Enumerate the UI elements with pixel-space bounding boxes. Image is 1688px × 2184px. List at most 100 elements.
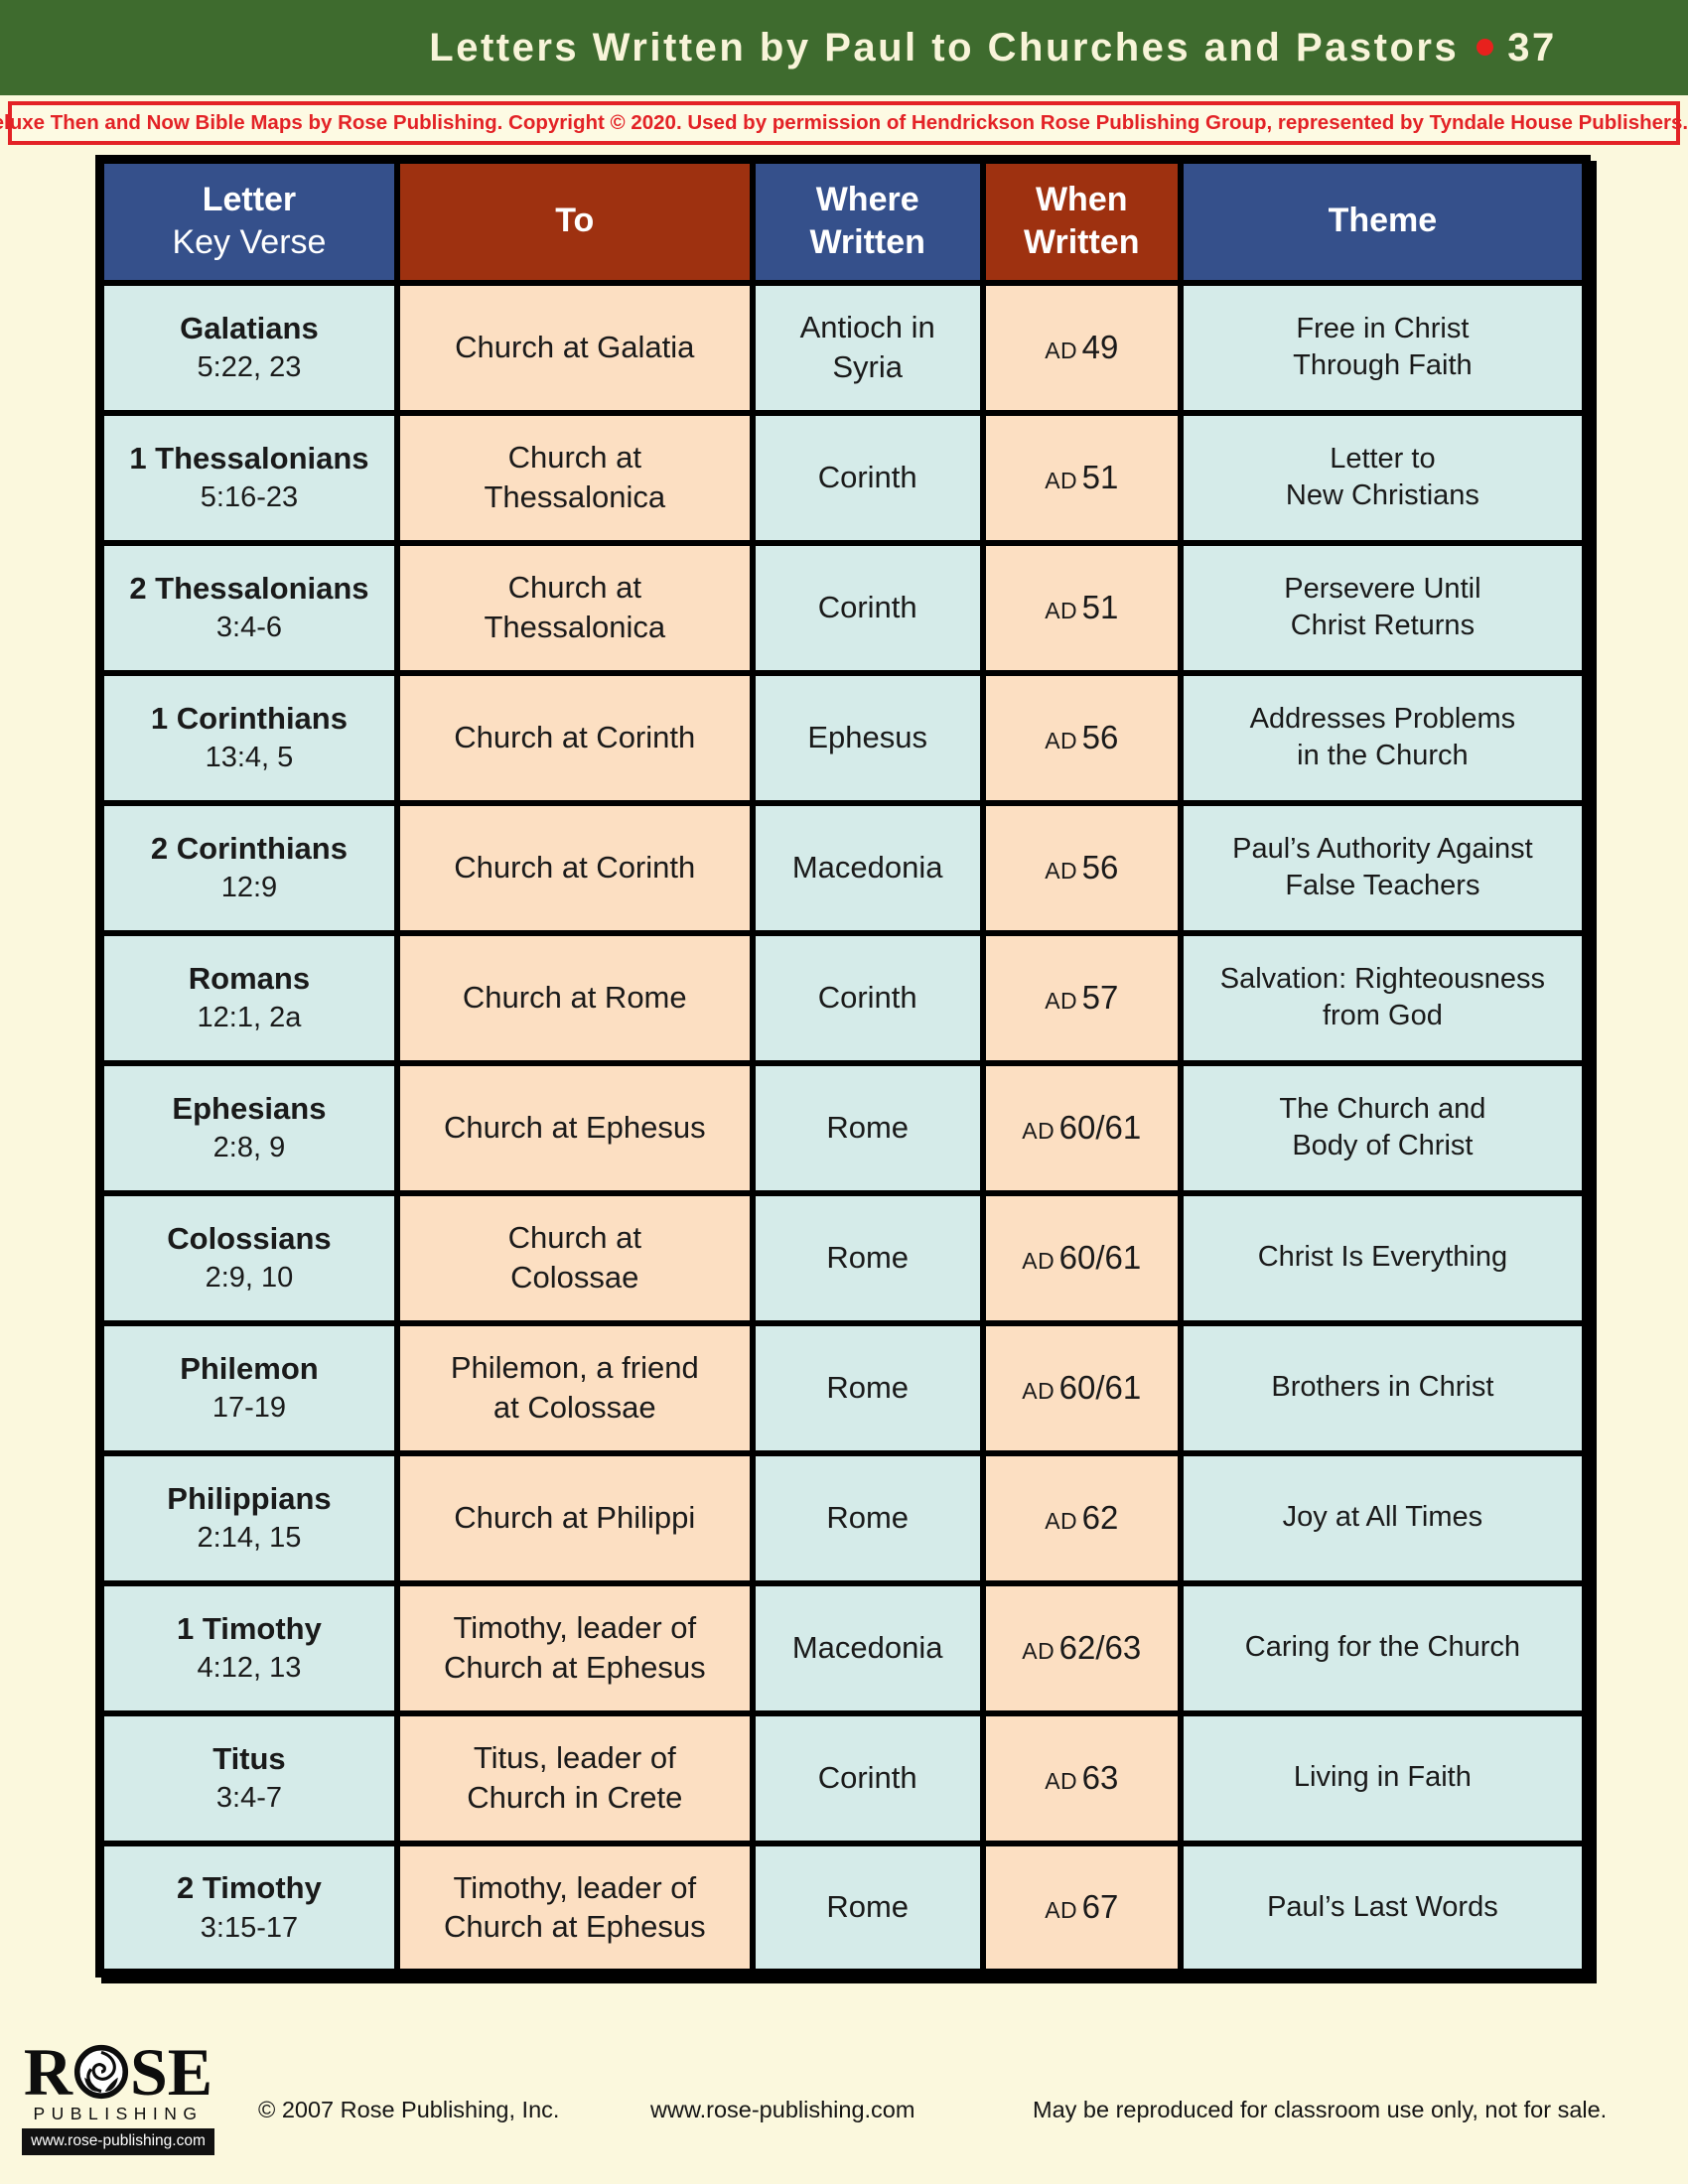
letter-cell: Ephesians 2:8, 9	[96, 1059, 400, 1196]
ad-prefix: AD	[1045, 1767, 1078, 1794]
table-header-row: Letter Key Verse To Where Written When Wr…	[96, 156, 1590, 286]
when-cell: AD 60/61	[979, 1189, 1184, 1326]
ad-prefix: AD	[1045, 727, 1078, 753]
rose-logo-wordmark: R SE	[14, 2034, 222, 2110]
book-name: Galatians	[180, 310, 319, 345]
key-verse: 12:1, 2a	[197, 1002, 302, 1034]
table-row: 1 Timothy 4:12, 13 Timothy, leader of Chu…	[96, 1579, 1590, 1716]
key-verse: 3:4-7	[215, 1782, 282, 1815]
paul-letters-table: Letter Key Verse To Where Written When Wr…	[95, 155, 1591, 1978]
book-name: 1 Timothy	[177, 1610, 322, 1646]
theme-cell: Persevere Until Christ Returns	[1177, 539, 1590, 676]
letter-cell: 2 Thessalonians 3:4-6	[96, 539, 400, 676]
table-row: 2 Thessalonians 3:4-6 Church at Thessalon…	[96, 539, 1590, 676]
table-row: 1 Thessalonians 5:16-23 Church at Thessal…	[96, 409, 1590, 546]
to-cell: Church at Thessalonica	[393, 539, 756, 676]
where-cell: Rome	[749, 1189, 986, 1326]
book-name: 2 Corinthians	[150, 830, 348, 866]
table-row: 1 Corinthians 13:4, 5 Church at Corinth E…	[96, 669, 1590, 806]
letter-cell: 1 Thessalonians 5:16-23	[96, 409, 400, 546]
to-cell: Church at Corinth	[393, 669, 756, 806]
page-title-text: Letters Written by Paul to Churches and …	[429, 25, 1460, 69]
letter-cell: 2 Timothy 3:15-17	[96, 1840, 400, 1977]
ad-prefix: AD	[1045, 467, 1078, 493]
ad-year: 57	[1081, 978, 1119, 1016]
table-row: Philippians 2:14, 15 Church at Philippi R…	[96, 1449, 1590, 1586]
key-verse: 2:9, 10	[205, 1262, 294, 1295]
table-row: 2 Corinthians 12:9 Church at Corinth Mace…	[96, 799, 1590, 936]
book-name: 1 Thessalonians	[129, 440, 369, 476]
letter-cell: Colossians 2:9, 10	[96, 1189, 400, 1326]
to-cell: Church at Colossae	[393, 1189, 756, 1326]
when-cell: AD 51	[979, 409, 1184, 546]
ad-prefix: AD	[1022, 1637, 1055, 1664]
when-cell: AD 62	[979, 1449, 1184, 1586]
where-cell: Corinth	[749, 409, 986, 546]
where-cell: Corinth	[749, 1709, 986, 1846]
book-name: Philemon	[180, 1350, 319, 1386]
where-cell: Rome	[749, 1319, 986, 1456]
key-verse: 12:9	[220, 872, 278, 904]
letter-cell: Galatians 5:22, 23	[96, 279, 400, 416]
theme-cell: Letter to New Christians	[1177, 409, 1590, 546]
ad-year: 56	[1081, 718, 1119, 755]
book-name: Colossians	[167, 1220, 332, 1256]
where-cell: Corinth	[749, 539, 986, 676]
rose-publishing-logo: R SE PUBLISHING www.rose-publishing.com	[14, 2034, 222, 2155]
table-row: Romans 12:1, 2a Church at Rome Corinth AD…	[96, 929, 1590, 1066]
to-cell: Church at Thessalonica	[393, 409, 756, 546]
page-number: 37	[1507, 25, 1557, 69]
ad-prefix: AD	[1022, 1247, 1055, 1274]
ad-year: 51	[1081, 458, 1119, 495]
key-verse: 3:15-17	[200, 1911, 299, 1944]
where-cell: Corinth	[749, 929, 986, 1066]
rose-logo-se: SE	[129, 2034, 213, 2110]
column-header-where: Where Written	[749, 156, 986, 286]
table-row: Galatians 5:22, 23 Church at Galatia Anti…	[96, 279, 1590, 416]
theme-cell: Free in Christ Through Faith	[1177, 279, 1590, 416]
column-header-theme: Theme	[1177, 156, 1590, 286]
rose-logo-publishing-text: PUBLISHING	[33, 2104, 204, 2123]
theme-cell: Paul’s Last Words	[1177, 1840, 1590, 1977]
when-cell: AD 67	[979, 1840, 1184, 1977]
to-cell: Church at Corinth	[393, 799, 756, 936]
footer-website: www.rose-publishing.com	[650, 2097, 915, 2122]
book-name: 2 Timothy	[177, 1869, 322, 1905]
footer-reproduction-note: May be reproduced for classroom use only…	[1033, 2097, 1608, 2122]
when-cell: AD 51	[979, 539, 1184, 676]
key-verse: 2:8, 9	[212, 1132, 286, 1164]
theme-cell: Joy at All Times	[1177, 1449, 1590, 1586]
to-cell: Church at Ephesus	[393, 1059, 756, 1196]
ad-prefix: AD	[1045, 597, 1078, 623]
table-row: 2 Timothy 3:15-17 Timothy, leader of Chur…	[96, 1840, 1590, 1977]
ad-prefix: AD	[1022, 1117, 1055, 1144]
ad-year: 60/61	[1058, 1108, 1142, 1146]
to-cell: Timothy, leader of Church at Ephesus	[393, 1579, 756, 1716]
key-verse: 17-19	[211, 1392, 287, 1425]
book-name: Ephesians	[172, 1090, 327, 1126]
copyright-banner-text: Maps taken from Deluxe Then and Now Bibl…	[0, 111, 1688, 134]
theme-cell: Addresses Problems in the Church	[1177, 669, 1590, 806]
ad-year: 56	[1081, 848, 1119, 886]
where-cell: Macedonia	[749, 1579, 986, 1716]
when-cell: AD 57	[979, 929, 1184, 1066]
ad-year: 67	[1081, 1888, 1119, 1926]
letter-cell: 1 Corinthians 13:4, 5	[96, 669, 400, 806]
table-row: Titus 3:4-7 Titus, leader of Church in Cr…	[96, 1709, 1590, 1846]
ad-prefix: AD	[1045, 857, 1078, 884]
page-header: Letters Written by Paul to Churches and …	[0, 0, 1688, 95]
letter-cell: Philemon 17-19	[96, 1319, 400, 1456]
when-cell: AD 63	[979, 1709, 1184, 1846]
letter-cell: Titus 3:4-7	[96, 1709, 400, 1846]
copyright-banner: Maps taken from Deluxe Then and Now Bibl…	[0, 101, 1688, 145]
column-header-letter-line1: Letter	[202, 180, 297, 218]
book-name: 2 Thessalonians	[129, 570, 369, 606]
theme-cell: Paul’s Authority Against False Teachers	[1177, 799, 1590, 936]
letter-cell: 1 Timothy 4:12, 13	[96, 1579, 400, 1716]
book-name: Philippians	[167, 1480, 332, 1516]
to-cell: Philemon, a friend at Colossae	[393, 1319, 756, 1456]
theme-cell: Caring for the Church	[1177, 1579, 1590, 1716]
key-verse: 2:14, 15	[197, 1522, 302, 1555]
ad-year: 51	[1081, 588, 1119, 625]
book-name: 1 Corinthians	[150, 700, 348, 736]
